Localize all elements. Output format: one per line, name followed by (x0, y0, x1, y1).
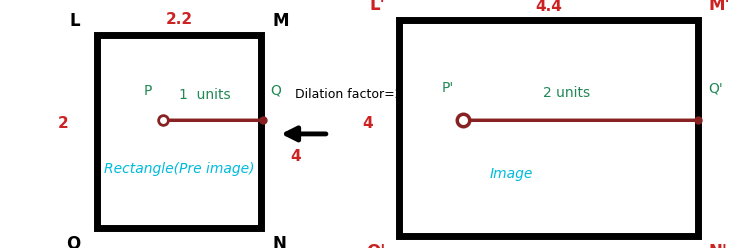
Text: N': N' (709, 243, 727, 248)
Text: 2.2: 2.2 (166, 12, 192, 27)
Text: L: L (70, 12, 81, 30)
Text: M': M' (709, 0, 730, 14)
Text: 2 units: 2 units (543, 86, 591, 100)
Text: M: M (272, 12, 289, 30)
Text: Rectangle(Pre image): Rectangle(Pre image) (104, 162, 254, 176)
Text: P: P (143, 84, 152, 97)
Text: 2: 2 (58, 117, 69, 131)
Text: Image: Image (489, 167, 533, 181)
Bar (97, 35, 261, 228)
Text: L': L' (370, 0, 386, 14)
Text: N: N (272, 235, 286, 248)
Bar (399, 20, 698, 236)
Text: Dilation factor=2: Dilation factor=2 (295, 88, 402, 101)
Text: 4.4: 4.4 (535, 0, 562, 14)
Text: O: O (66, 235, 81, 248)
Text: 1  units: 1 units (179, 89, 231, 102)
Text: O': O' (366, 243, 386, 248)
Text: 4: 4 (363, 117, 373, 131)
Text: 4: 4 (290, 149, 301, 164)
Text: P': P' (442, 81, 454, 95)
Text: Q: Q (270, 84, 281, 97)
Text: Q': Q' (709, 81, 724, 95)
